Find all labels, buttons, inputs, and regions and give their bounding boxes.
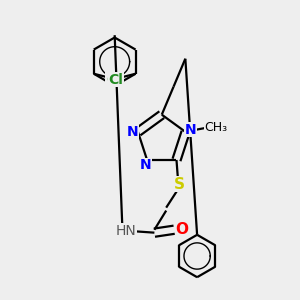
Text: CH₃: CH₃ — [204, 121, 227, 134]
Text: Cl: Cl — [106, 73, 121, 87]
Text: N: N — [185, 123, 197, 136]
Text: S: S — [174, 177, 184, 192]
Text: N: N — [140, 158, 152, 172]
Text: Cl: Cl — [108, 73, 123, 87]
Text: O: O — [175, 222, 188, 237]
Text: N: N — [127, 125, 139, 139]
Text: HN: HN — [115, 224, 136, 238]
